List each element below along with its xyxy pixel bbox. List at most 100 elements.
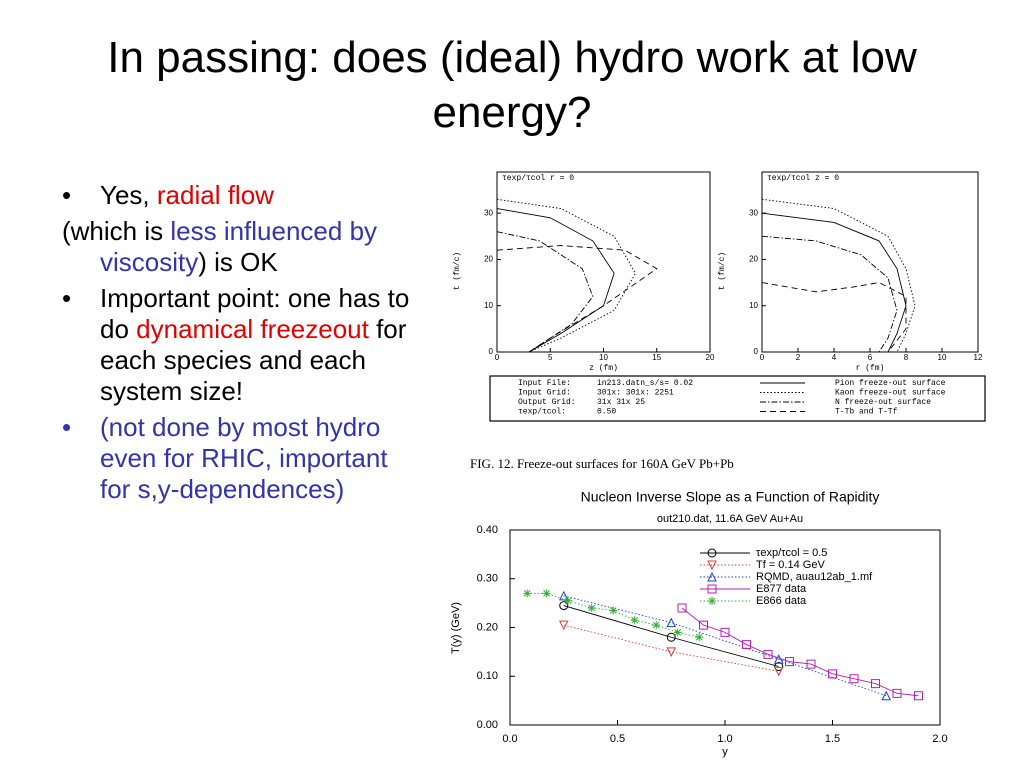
data-point: [523, 589, 532, 598]
data-point: [707, 571, 717, 582]
series-line: [681, 607, 919, 697]
data-point: [666, 647, 677, 657]
data-point: [914, 691, 923, 701]
y-tick-label: 0: [489, 347, 494, 356]
y-tick-label: 0.20: [477, 621, 498, 633]
data-point: [892, 688, 902, 698]
x-tick-label: 4: [832, 353, 837, 362]
legend-box: [489, 375, 986, 422]
legend-key: Input File:: [518, 379, 571, 388]
x-tick-label: 20: [706, 353, 715, 362]
series-line: [527, 592, 700, 638]
legend-value: 0.50: [597, 408, 616, 417]
y-tick-label: 0.30: [477, 573, 498, 585]
x-tick-label: 1.0: [717, 733, 732, 745]
chart-title: Nucleon Inverse Slope as a Function of R…: [581, 489, 880, 505]
freeze-out-curve: [496, 231, 594, 353]
legend-label: Kaon freeze-out surface: [835, 389, 946, 398]
y-tick-label: 20: [484, 255, 493, 264]
data-point: [587, 604, 596, 612]
x-axis-label: y: [722, 746, 728, 758]
figure-caption: FIG. 12. Freeze-out surfaces for 160A Ge…: [470, 456, 734, 471]
data-point: [773, 654, 784, 664]
data-point: [707, 584, 717, 594]
x-tick-label: 2.0: [932, 733, 947, 745]
freeze-out-curve: [496, 208, 615, 353]
x-tick-label: 5: [548, 353, 553, 362]
data-point: [828, 669, 837, 679]
data-point: [542, 589, 551, 598]
text-run: less influenced by viscosity: [100, 216, 378, 277]
data-point: [673, 628, 682, 637]
legend-value: in213.datn_s/s= 0.02: [597, 379, 693, 388]
data-point: [609, 606, 618, 615]
data-point: [677, 603, 687, 613]
data-point: [806, 659, 816, 669]
panel-title: τexp/τcol z = 0: [767, 174, 839, 183]
series-line: [563, 605, 779, 667]
freeze-out-curve: [496, 198, 636, 353]
text-run: radial flow: [156, 180, 274, 210]
y-tick-label: 10: [749, 301, 758, 310]
data-point: [871, 679, 880, 689]
data-point: [564, 596, 573, 605]
y-axis-label: t (fm/c): [453, 252, 462, 290]
data-point: [720, 627, 730, 637]
x-tick-label: 0.5: [610, 733, 625, 745]
text-run: (not done by most hydro even for RHIC, i…: [100, 412, 388, 504]
data-point: [742, 640, 751, 650]
x-tick-label: 15: [652, 353, 661, 362]
data-point: [630, 616, 639, 625]
y-tick-label: 10: [484, 301, 493, 310]
freeze-out-curve: [761, 212, 907, 353]
chart-subtitle: out210.dat, 11.6A GeV Au+Au: [657, 513, 803, 525]
bullet: (which is less influenced by viscosity) …: [62, 216, 422, 278]
data-point: [666, 632, 676, 642]
x-tick-label: 1.5: [825, 733, 840, 745]
y-tick-label: 30: [749, 208, 758, 217]
data-point: [763, 649, 773, 659]
data-point: [707, 548, 717, 558]
legend-label: E877 data: [756, 583, 807, 595]
data-point: [707, 560, 717, 571]
y-tick-label: 0.40: [477, 524, 498, 536]
x-tick-label: 0: [495, 353, 500, 362]
legend-label: N freeze-out surface: [835, 398, 931, 407]
freeze-out-curve: [761, 235, 898, 353]
y-tick-label: 20: [749, 255, 758, 264]
freeze-out-curve: [761, 282, 907, 353]
text-run: Yes,: [100, 180, 157, 210]
y-axis-label: t (fm/c): [718, 252, 727, 290]
x-tick-label: 2: [796, 353, 801, 362]
x-tick-label: 10: [599, 353, 608, 362]
legend-value: 31x 31x 25: [597, 398, 645, 407]
y-axis-label: T(y) (GeV): [450, 602, 462, 654]
panel-title: τexp/τcol r = 0: [502, 174, 574, 183]
legend-label: Pion freeze-out surface: [835, 379, 946, 388]
bullet: (not done by most hydro even for RHIC, i…: [62, 412, 422, 505]
freeze-out-curve: [496, 245, 658, 353]
plot-frame: [496, 171, 711, 353]
bullet: Yes, radial flow: [62, 180, 422, 211]
text-run: Important point: one has to do: [100, 283, 410, 344]
bullet-list: Yes, radial flow (which is less influence…: [62, 180, 422, 510]
legend-label: τexp/τcol = 0.5: [756, 547, 827, 559]
data-point: [559, 601, 569, 611]
x-tick-label: 12: [974, 353, 983, 362]
text-run: (which is: [62, 216, 171, 246]
data-point: [666, 617, 677, 628]
x-tick-label: 6: [868, 353, 873, 362]
legend-key: Input Grid:: [518, 389, 571, 398]
data-point: [849, 674, 859, 684]
y-tick-label: 0: [754, 347, 759, 356]
data-point: [881, 690, 892, 701]
data-point: [785, 657, 794, 667]
y-tick-label: 30: [484, 208, 493, 217]
x-tick-label: 8: [904, 353, 909, 362]
data-point: [695, 633, 704, 642]
text-run: for each species and each system size!: [100, 314, 407, 406]
data-point: [708, 597, 716, 605]
x-axis-label: r (fm): [856, 364, 885, 373]
